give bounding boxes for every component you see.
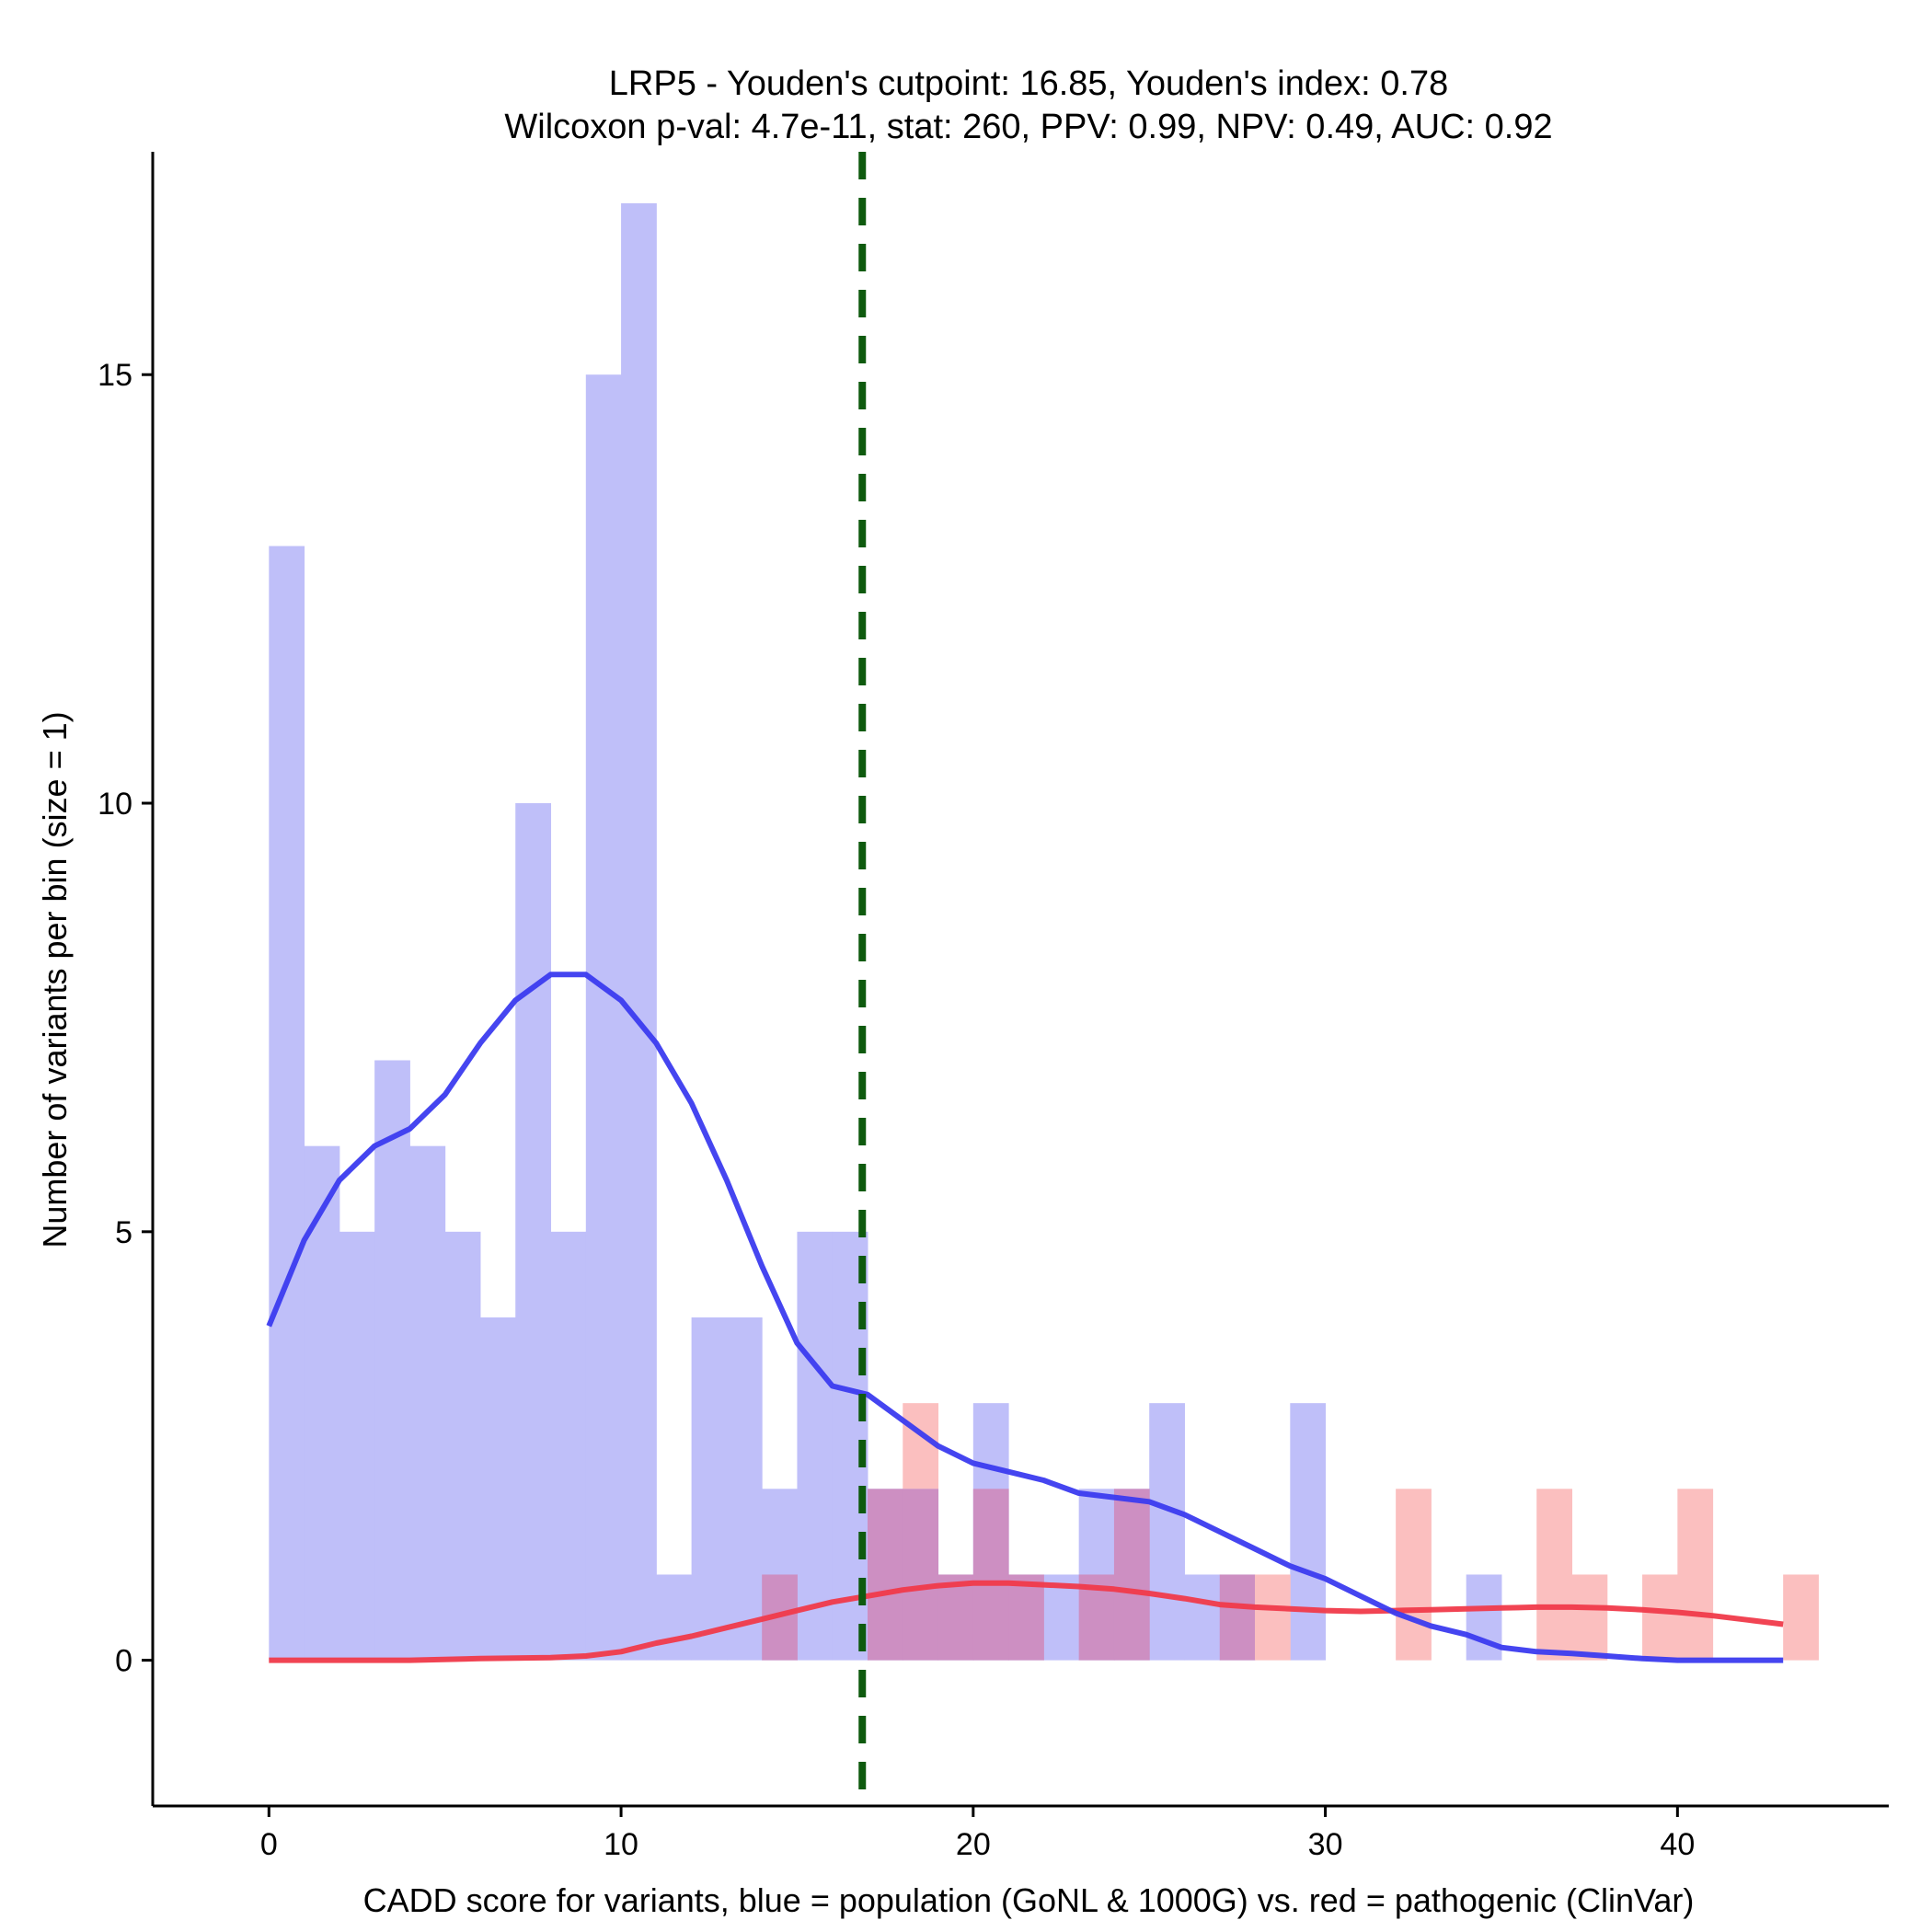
pathogenic-bar-36 (1536, 1489, 1573, 1661)
overlap-bar-24 (1113, 1489, 1150, 1661)
pathogenic-bar-28 (1255, 1574, 1291, 1661)
y-tick-label-0: 0 (115, 1644, 132, 1679)
population-bar-10 (621, 202, 657, 1661)
population-bar-3 (374, 1060, 410, 1661)
population-bar-12 (691, 1317, 728, 1661)
population-bar-1 (304, 1145, 340, 1661)
y-axis-label: Number of variants per bin (size = 1) (36, 711, 74, 1248)
overlap-bar-18 (903, 1489, 939, 1661)
pathogenic-bars (762, 1403, 1819, 1661)
population-bar-7 (515, 803, 552, 1661)
x-axis-label: CADD score for variants, blue = populati… (363, 1881, 1695, 1919)
pathogenic-density-curve (269, 1580, 1784, 1663)
pathogenic-bar-43 (1783, 1574, 1819, 1661)
x-tick-label-40: 40 (1660, 1827, 1695, 1862)
population-bar-2 (339, 1231, 375, 1661)
overlap-bar-20 (972, 1489, 1009, 1661)
population-bar-6 (479, 1317, 516, 1661)
density-curves (266, 972, 1784, 1663)
pathogenic-bar-39 (1642, 1574, 1678, 1661)
y-tick-label-10: 10 (98, 787, 132, 822)
pathogenic-bar-40 (1677, 1489, 1714, 1661)
population-density-curve (266, 972, 1784, 1663)
population-bar-8 (550, 1231, 587, 1661)
population-bar-13 (726, 1317, 763, 1661)
overlap-bar-19 (937, 1574, 974, 1661)
pathogenic-bar-32 (1396, 1489, 1432, 1661)
x-tick-label-30: 30 (1308, 1827, 1343, 1862)
x-tick-label-20: 20 (956, 1827, 991, 1862)
population-bar-5 (444, 1231, 481, 1661)
x-tick-label-10: 10 (604, 1827, 638, 1862)
y-tick-label-15: 15 (98, 358, 132, 393)
population-bar-9 (585, 374, 622, 1661)
population-bars (269, 202, 1502, 1661)
pathogenic-bar-37 (1571, 1574, 1608, 1661)
overlap-bar-21 (1008, 1574, 1044, 1661)
chart-title-line2: Wilcoxon p-val: 4.7e-11, stat: 260, PPV:… (504, 108, 1552, 146)
pathogenic-bar-18 (903, 1403, 939, 1489)
population-bar-15 (797, 1231, 834, 1661)
axes: 0 10 20 30 40 0 5 10 15 (98, 152, 1889, 1862)
population-bar-25 (1149, 1403, 1185, 1661)
overlap-bar-27 (1219, 1574, 1256, 1661)
y-tick-label-5: 5 (115, 1215, 132, 1250)
population-bar-0 (269, 546, 305, 1661)
population-bar-11 (656, 1574, 693, 1661)
chart-title-line1: LRP5 - Youden's cutpoint: 16.85, Youden'… (609, 64, 1448, 103)
overlap-bar-17 (868, 1489, 903, 1661)
population-bar-4 (409, 1145, 446, 1661)
population-bar-26 (1184, 1574, 1221, 1661)
x-tick-label-0: 0 (260, 1827, 278, 1862)
population-bar-29 (1290, 1403, 1327, 1661)
